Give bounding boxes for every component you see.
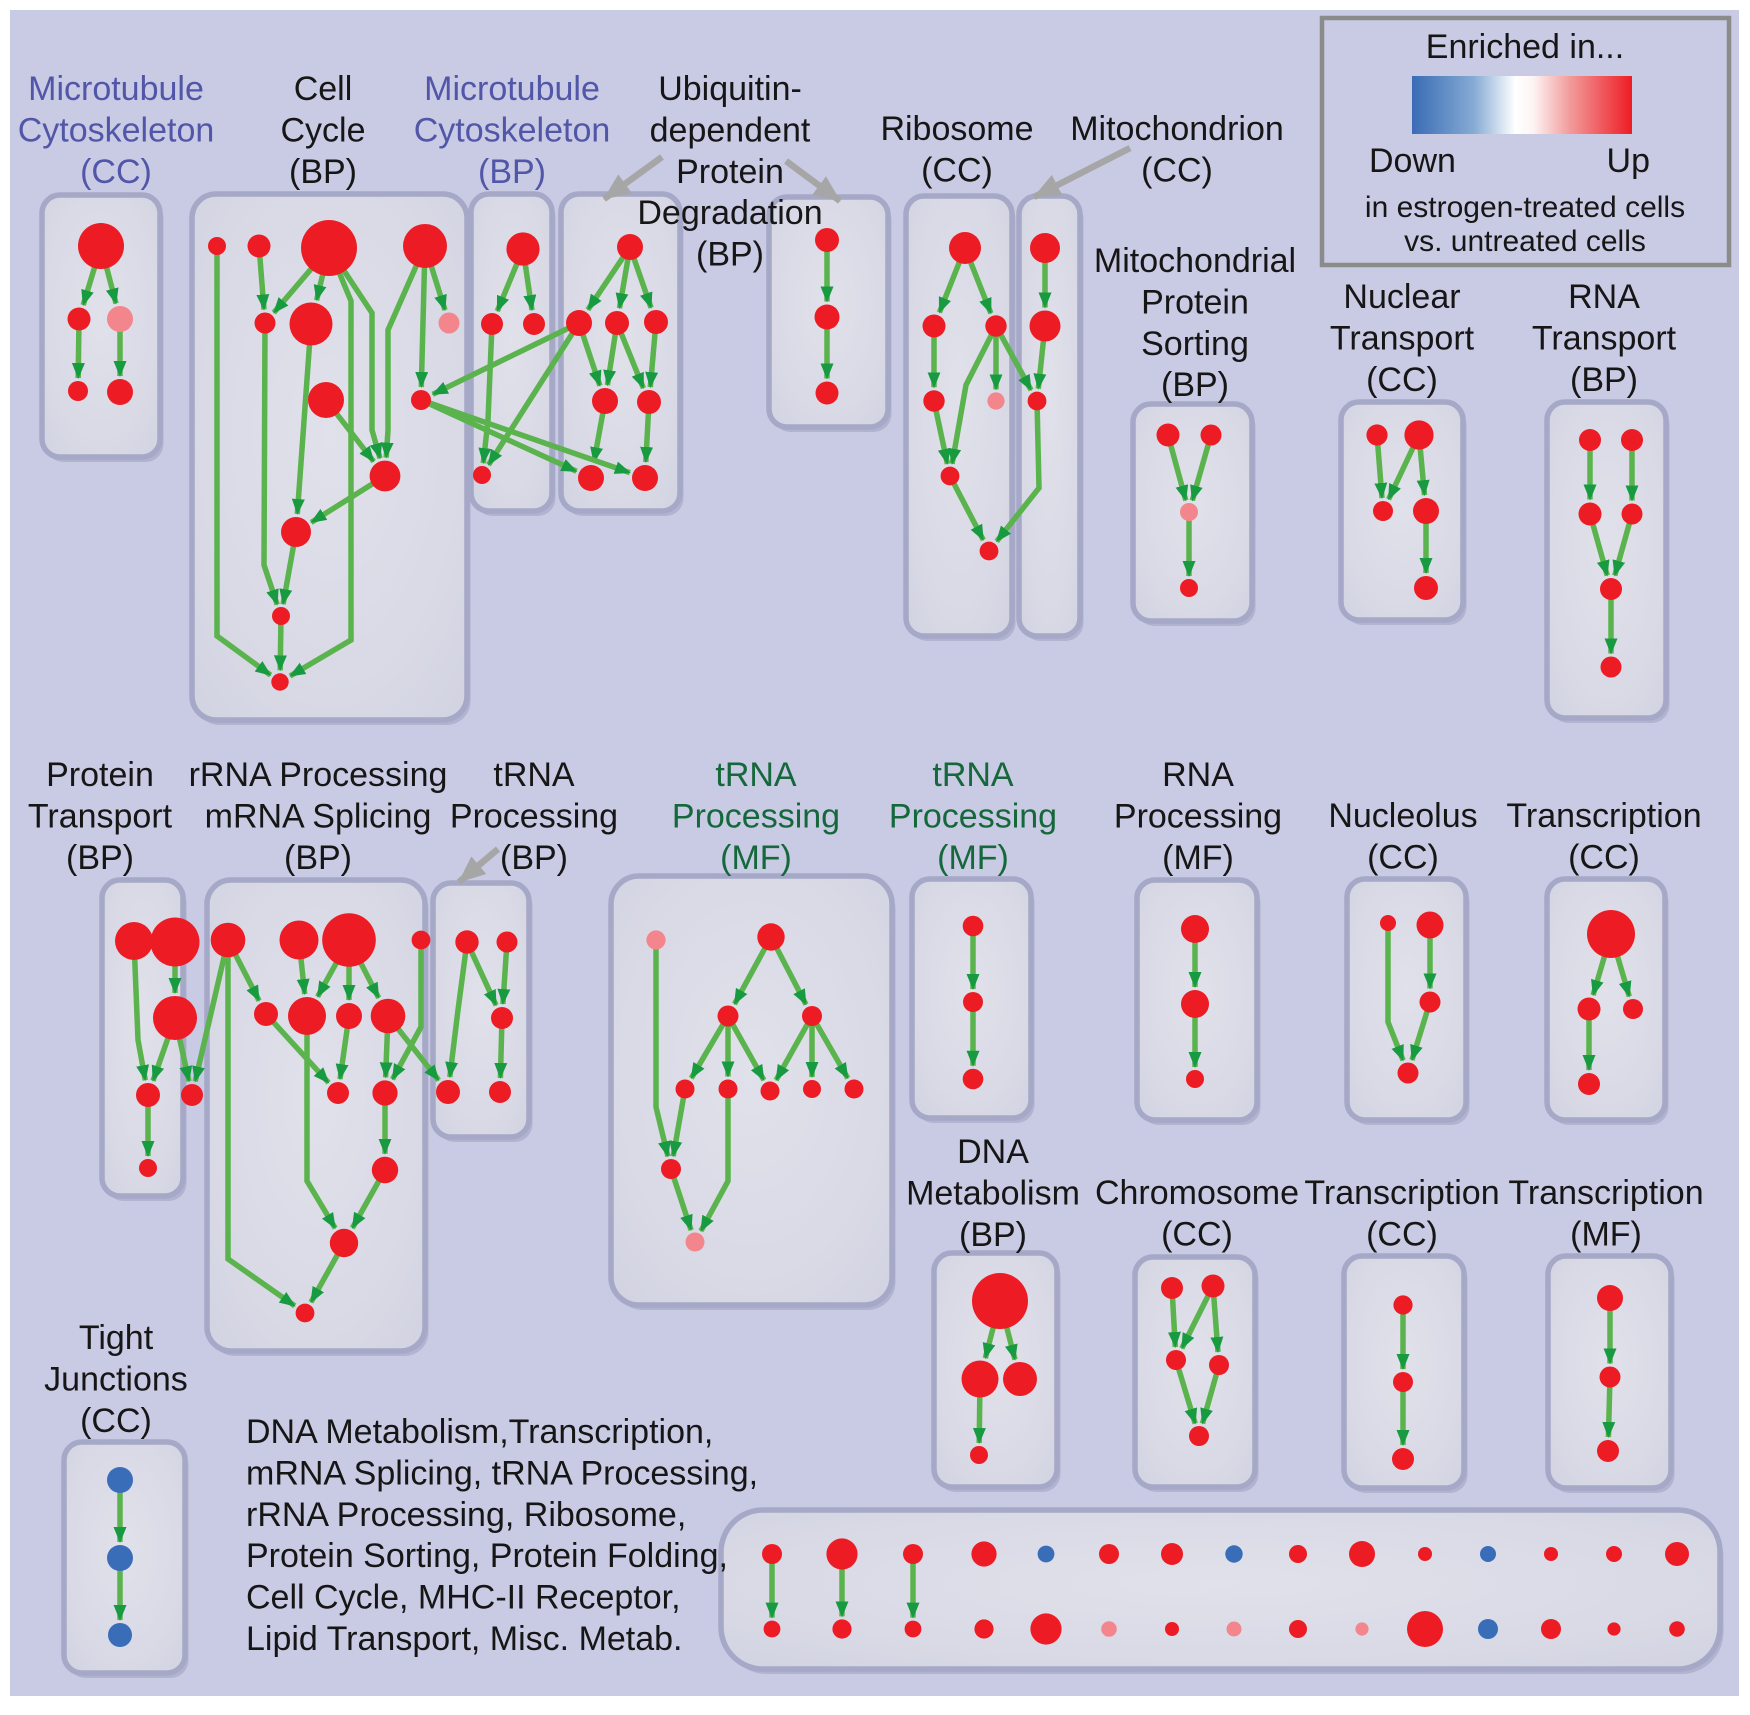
svg-text:tRNA: tRNA	[715, 756, 797, 794]
svg-text:(CC): (CC)	[921, 151, 993, 189]
svg-text:tRNA: tRNA	[932, 756, 1014, 794]
svg-text:Microtubule: Microtubule	[28, 70, 204, 108]
svg-text:Nucleolus: Nucleolus	[1328, 797, 1477, 835]
svg-text:(CC): (CC)	[1161, 1215, 1233, 1253]
svg-text:(BP): (BP)	[1570, 361, 1638, 399]
svg-text:Protein: Protein	[1141, 283, 1249, 321]
svg-text:(BP): (BP)	[959, 1216, 1027, 1254]
svg-text:Degradation: Degradation	[637, 194, 822, 232]
svg-text:(CC): (CC)	[80, 153, 152, 191]
svg-text:Ribosome: Ribosome	[880, 110, 1033, 148]
svg-text:(BP): (BP)	[478, 153, 546, 191]
svg-text:Metabolism: Metabolism	[906, 1174, 1080, 1212]
svg-text:vs. untreated cells: vs. untreated cells	[1404, 225, 1646, 258]
svg-text:Sorting: Sorting	[1141, 325, 1249, 363]
svg-text:Protein: Protein	[676, 153, 784, 191]
svg-text:Cycle: Cycle	[280, 111, 365, 149]
svg-text:(BP): (BP)	[66, 839, 134, 877]
svg-text:tRNA: tRNA	[493, 756, 575, 794]
svg-text:rRNA Processing: rRNA Processing	[189, 756, 448, 794]
svg-text:Cell: Cell	[294, 70, 353, 108]
svg-text:Nuclear: Nuclear	[1343, 278, 1460, 316]
svg-text:(CC): (CC)	[1366, 361, 1438, 399]
svg-text:Transcription: Transcription	[1304, 1174, 1499, 1212]
svg-text:(BP): (BP)	[1161, 366, 1229, 404]
svg-text:mRNA Splicing: mRNA Splicing	[205, 797, 432, 835]
svg-text:Transport: Transport	[1330, 319, 1475, 357]
svg-text:Transcription: Transcription	[1508, 1174, 1703, 1212]
svg-text:DNA Metabolism,Transcription,: DNA Metabolism,Transcription,	[246, 1413, 713, 1451]
svg-text:rRNA Processing, Ribosome,: rRNA Processing, Ribosome,	[246, 1496, 686, 1534]
svg-text:Microtubule: Microtubule	[424, 70, 600, 108]
svg-text:Protein Sorting, Protein Foldi: Protein Sorting, Protein Folding,	[246, 1537, 728, 1575]
svg-text:Junctions: Junctions	[44, 1360, 188, 1398]
svg-text:Mitochondrion: Mitochondrion	[1070, 110, 1284, 148]
svg-text:(BP): (BP)	[696, 236, 764, 274]
svg-text:(CC): (CC)	[1141, 151, 1213, 189]
svg-text:(MF): (MF)	[720, 839, 792, 877]
svg-text:(CC): (CC)	[1568, 838, 1640, 876]
svg-text:Cytoskeleton: Cytoskeleton	[18, 111, 215, 149]
svg-text:DNA: DNA	[957, 1133, 1029, 1171]
svg-text:Ubiquitin-: Ubiquitin-	[658, 70, 802, 108]
svg-text:Transport: Transport	[28, 797, 173, 835]
svg-text:Processing: Processing	[1114, 797, 1282, 835]
svg-text:Mitochondrial: Mitochondrial	[1094, 242, 1296, 280]
svg-text:Up: Up	[1607, 142, 1650, 180]
svg-text:mRNA Splicing, tRNA Processing: mRNA Splicing, tRNA Processing,	[246, 1454, 758, 1492]
svg-text:Tight: Tight	[79, 1319, 154, 1357]
svg-text:Processing: Processing	[450, 797, 618, 835]
svg-text:(MF): (MF)	[1570, 1215, 1642, 1253]
svg-text:Protein: Protein	[46, 756, 154, 794]
svg-text:Transport: Transport	[1532, 319, 1677, 357]
svg-text:Transcription: Transcription	[1506, 797, 1701, 835]
svg-text:(BP): (BP)	[500, 839, 568, 877]
svg-text:Down: Down	[1369, 142, 1456, 180]
svg-text:Processing: Processing	[672, 797, 840, 835]
svg-text:(BP): (BP)	[284, 839, 352, 877]
svg-text:Cytoskeleton: Cytoskeleton	[414, 111, 611, 149]
svg-text:(CC): (CC)	[80, 1402, 152, 1440]
svg-text:Lipid Transport, Misc. Metab.: Lipid Transport, Misc. Metab.	[246, 1620, 683, 1658]
svg-text:Chromosome: Chromosome	[1095, 1174, 1299, 1212]
svg-text:RNA: RNA	[1162, 756, 1234, 794]
svg-text:(CC): (CC)	[1366, 1215, 1438, 1253]
svg-text:(MF): (MF)	[1162, 839, 1234, 877]
svg-text:(CC): (CC)	[1367, 838, 1439, 876]
svg-text:(MF): (MF)	[937, 839, 1009, 877]
svg-text:(BP): (BP)	[289, 153, 357, 191]
svg-text:RNA: RNA	[1568, 278, 1640, 316]
svg-text:dependent: dependent	[650, 111, 811, 149]
svg-text:Cell Cycle, MHC-II Receptor,: Cell Cycle, MHC-II Receptor,	[246, 1579, 681, 1617]
svg-text:in estrogen-treated cells: in estrogen-treated cells	[1365, 191, 1685, 224]
svg-text:Enriched in...: Enriched in...	[1426, 28, 1624, 66]
svg-text:Processing: Processing	[889, 797, 1057, 835]
